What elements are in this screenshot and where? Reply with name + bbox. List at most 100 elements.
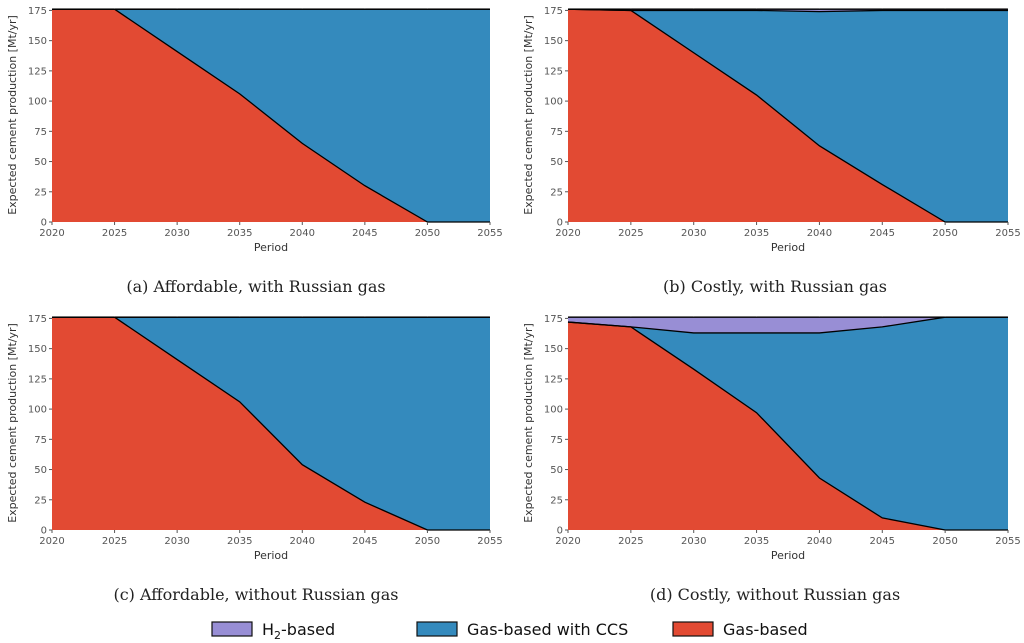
- chart-panels: 2020 2025 2030 2035 2040 2045 2050 2055 0 25 50 75 1…: [6, 6, 1021, 604]
- x-tick-label: 2020: [39, 228, 64, 239]
- series-boundary-line: [567, 316, 1008, 334]
- area-ccs: [52, 317, 490, 530]
- y-tick-label: 125: [28, 66, 47, 77]
- x-tick-label: 2045: [352, 536, 377, 547]
- x-tick-label: 2030: [681, 228, 706, 239]
- x-tick-label: 2025: [102, 228, 127, 239]
- y-tick-label: 50: [550, 465, 563, 476]
- x-tick-label: 2030: [164, 228, 189, 239]
- y-tick-label: 125: [544, 374, 563, 385]
- legend: H2-based Gas-based with CCS Gas-based: [211, 620, 808, 642]
- y-tick-label: 175: [544, 6, 563, 17]
- chart-panel-b: 2020 2025 2030 2035 2040 2045 2050 2055 0 25 50 75 1…: [522, 6, 1021, 296]
- area-h2: [568, 317, 1008, 333]
- y-tick-label: 100: [28, 405, 47, 416]
- x-tick-label: 2025: [618, 536, 643, 547]
- legend-swatch-ccs: [416, 621, 458, 637]
- series-boundary-line: [52, 8, 490, 223]
- y-tick-label: 25: [34, 495, 47, 506]
- legend-label: H2-based: [262, 620, 335, 642]
- y-tick-label: 100: [544, 405, 563, 416]
- x-tick-label: 2020: [39, 536, 64, 547]
- x-tick-label: 2035: [744, 228, 769, 239]
- y-axis-title: Expected cement production [Mt/yr]: [522, 15, 535, 215]
- chart-panel-d: 2020 2025 2030 2035 2040 2045 2050 2055 0 25 50 75 1…: [522, 314, 1021, 604]
- y-tick-label: 100: [544, 97, 563, 108]
- y-axis-title: Expected cement production [Mt/yr]: [6, 15, 19, 215]
- x-tick-label: 2055: [477, 536, 502, 547]
- area-gas: [52, 317, 490, 530]
- x-tick-label: 2045: [352, 228, 377, 239]
- y-tick-label: 150: [28, 344, 47, 355]
- x-tick-label: 2035: [227, 536, 252, 547]
- panel-caption: (c) Affordable, without Russian gas: [113, 585, 398, 604]
- area-gas: [52, 9, 490, 222]
- y-tick-label: 150: [544, 344, 563, 355]
- y-tick-label: 75: [34, 127, 47, 138]
- y-tick-label: 50: [550, 157, 563, 168]
- legend-item-ccs: Gas-based with CCS: [416, 620, 628, 639]
- y-tick-label: 100: [28, 97, 47, 108]
- chart-panel-a: 2020 2025 2030 2035 2040 2045 2050 2055 0 25 50 75 1…: [6, 6, 503, 296]
- series-boundary-line: [567, 321, 1008, 531]
- y-tick-label: 0: [41, 218, 47, 229]
- x-tick-label: 2055: [995, 228, 1020, 239]
- x-axis-title: Period: [771, 549, 805, 562]
- y-tick-label: 175: [28, 6, 47, 17]
- series-boundary-line: [567, 8, 1008, 13]
- y-tick-label: 0: [557, 218, 563, 229]
- x-tick-label: 2030: [681, 536, 706, 547]
- y-tick-label: 50: [34, 465, 47, 476]
- x-tick-label: 2040: [290, 228, 315, 239]
- panel-caption: (a) Affordable, with Russian gas: [126, 277, 385, 296]
- x-tick-label: 2055: [995, 536, 1020, 547]
- y-tick-label: 75: [34, 435, 47, 446]
- panel-caption: (b) Costly, with Russian gas: [663, 277, 887, 296]
- y-tick-label: 125: [544, 66, 563, 77]
- y-axis-title: Expected cement production [Mt/yr]: [522, 323, 535, 523]
- x-tick-label: 2045: [870, 228, 895, 239]
- legend-label: Gas-based: [723, 620, 808, 639]
- x-axis-title: Period: [771, 241, 805, 254]
- x-tick-label: 2040: [290, 536, 315, 547]
- x-axis-title: Period: [254, 549, 288, 562]
- area-ccs: [568, 9, 1008, 222]
- y-tick-label: 0: [41, 526, 47, 537]
- legend-item-gas: Gas-based: [672, 620, 808, 639]
- y-tick-label: 75: [550, 435, 563, 446]
- x-tick-label: 2050: [932, 228, 957, 239]
- y-tick-label: 50: [34, 157, 47, 168]
- legend-swatch-h2: [211, 621, 253, 637]
- y-axis-title: Expected cement production [Mt/yr]: [6, 323, 19, 523]
- y-tick-label: 75: [550, 127, 563, 138]
- y-tick-label: 175: [28, 314, 47, 325]
- y-tick-label: 125: [28, 374, 47, 385]
- x-tick-label: 2030: [164, 536, 189, 547]
- legend-swatch-gas: [672, 621, 714, 637]
- x-tick-label: 2025: [102, 536, 127, 547]
- y-tick-label: 175: [544, 314, 563, 325]
- x-tick-label: 2050: [932, 536, 957, 547]
- series-boundary-line: [52, 316, 490, 531]
- area-ccs: [52, 9, 490, 222]
- y-tick-label: 0: [557, 526, 563, 537]
- x-tick-label: 2035: [227, 228, 252, 239]
- x-tick-label: 2045: [870, 536, 895, 547]
- y-tick-label: 25: [550, 187, 563, 198]
- y-tick-label: 25: [34, 187, 47, 198]
- legend-label: Gas-based with CCS: [467, 620, 628, 639]
- area-gas: [568, 322, 1008, 530]
- x-axis-title: Period: [254, 241, 288, 254]
- x-tick-label: 2020: [555, 228, 580, 239]
- area-ccs: [568, 317, 1008, 530]
- x-tick-label: 2050: [415, 228, 440, 239]
- y-tick-label: 150: [28, 36, 47, 47]
- chart-panel-c: 2020 2025 2030 2035 2040 2045 2050 2055 0 25 50 75 1…: [6, 314, 503, 604]
- x-tick-label: 2055: [477, 228, 502, 239]
- x-tick-label: 2040: [807, 228, 832, 239]
- panel-caption: (d) Costly, without Russian gas: [650, 585, 900, 604]
- y-tick-label: 25: [550, 495, 563, 506]
- x-tick-label: 2040: [807, 536, 832, 547]
- x-tick-label: 2035: [744, 536, 769, 547]
